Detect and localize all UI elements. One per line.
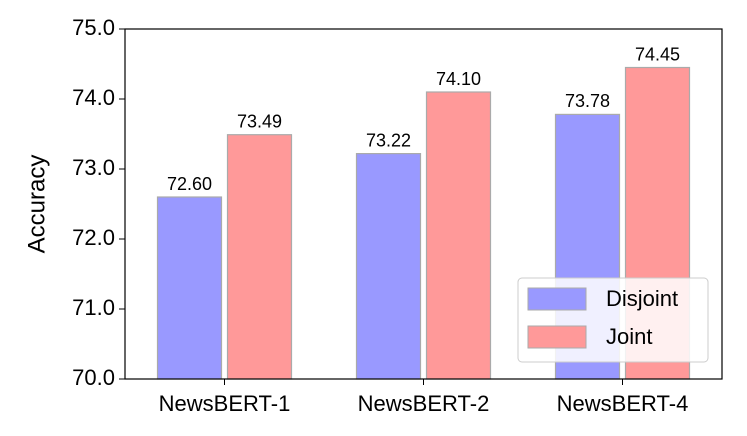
value-label: 73.22 xyxy=(366,130,411,150)
x-tick-label: NewsBERT-2 xyxy=(358,391,490,416)
y-tick-label: 70.0 xyxy=(72,365,115,390)
value-label: 74.10 xyxy=(436,69,481,89)
value-label: 73.78 xyxy=(565,91,610,111)
bar xyxy=(156,196,223,380)
y-tick-label: 72.0 xyxy=(72,225,115,250)
legend-label: Joint xyxy=(606,324,652,349)
value-label: 73.49 xyxy=(237,111,282,131)
x-tick-label: NewsBERT-1 xyxy=(159,391,291,416)
value-label: 74.45 xyxy=(635,44,680,64)
y-tick-label: 71.0 xyxy=(72,295,115,320)
bar xyxy=(226,134,293,380)
bar xyxy=(355,153,422,380)
y-axis-label: Accuracy xyxy=(23,155,50,254)
y-tick-label: 73.0 xyxy=(72,155,115,180)
plot-frame xyxy=(124,28,723,380)
bar xyxy=(425,91,492,380)
x-tick-label: NewsBERT-4 xyxy=(557,391,689,416)
y-tick-label: 75.0 xyxy=(72,15,115,40)
value-label: 72.60 xyxy=(167,174,212,194)
legend-swatch xyxy=(527,287,587,311)
y-tick-label: 74.0 xyxy=(72,85,115,110)
legend-label: Disjoint xyxy=(606,286,678,311)
legend-swatch xyxy=(527,325,587,349)
